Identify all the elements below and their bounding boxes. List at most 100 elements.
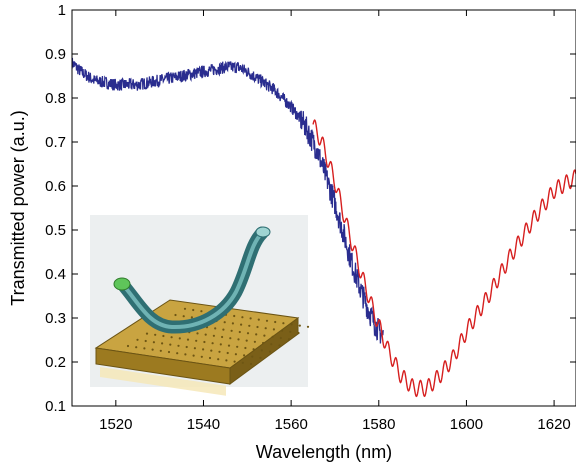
crystal-hole <box>272 328 275 331</box>
crystal-hole <box>251 355 254 358</box>
crystal-hole <box>144 339 147 343</box>
crystal-hole <box>268 350 272 353</box>
crystal-hole <box>161 342 164 345</box>
crystal-hole <box>257 318 260 321</box>
crystal-hole <box>245 339 248 342</box>
y-tick-label: 0.4 <box>45 266 66 283</box>
crystal-hole <box>159 349 162 352</box>
crystal-hole <box>218 350 221 353</box>
series-0-line <box>72 57 384 344</box>
crystal-hole <box>282 322 285 325</box>
crystal-hole <box>264 327 267 330</box>
y-tick-label: 0.1 <box>45 398 66 415</box>
crystal-hole <box>281 329 284 332</box>
x-tick-label: 1540 <box>187 416 220 433</box>
crystal-hole <box>143 347 146 350</box>
crystal-hole <box>219 343 222 346</box>
crystal-hole <box>185 345 188 349</box>
crystal-hole <box>240 323 243 326</box>
crystal-hole <box>186 338 190 341</box>
crystal-hole <box>217 358 220 361</box>
crystal-hole <box>249 362 253 366</box>
crystal-hole <box>246 332 250 335</box>
y-tick-label: 0.8 <box>45 90 66 107</box>
crystal-hole <box>223 321 226 324</box>
crystal-hole <box>229 337 232 340</box>
crystal-hole <box>244 346 247 350</box>
crystal-hole <box>167 350 171 354</box>
y-tick-label: 0.3 <box>45 310 66 327</box>
fiber-end-green <box>113 277 131 291</box>
crystal-hole <box>243 354 246 357</box>
crystal-hole <box>252 348 255 351</box>
crystal-hole <box>145 332 149 335</box>
crystal-hole <box>152 341 155 344</box>
crystal-hole <box>233 360 236 363</box>
x-tick-label: 1620 <box>537 416 570 433</box>
crystal-hole <box>253 340 256 343</box>
crystal-hole <box>262 341 265 345</box>
fiber-highlight <box>122 231 264 330</box>
crystal-hole <box>233 314 236 318</box>
crystal-hole <box>196 332 199 335</box>
crystal-hole <box>241 361 244 364</box>
fiber-end-cyan <box>255 226 271 238</box>
crystal-hole <box>290 323 293 326</box>
crystal-hole <box>259 356 262 359</box>
crystal-hole <box>234 353 237 356</box>
crystal-hole <box>306 325 310 328</box>
y-tick-label: 1 <box>58 2 66 19</box>
crystal-hole <box>212 334 215 337</box>
crystal-hole <box>256 325 259 329</box>
crystal-hole <box>222 328 225 331</box>
crystal-hole <box>208 356 212 360</box>
x-tick-label: 1520 <box>99 416 132 433</box>
chip-cavity-opening <box>100 366 226 396</box>
crystal-hole <box>170 336 173 339</box>
x-tick-label: 1560 <box>274 416 307 433</box>
crystal-hole <box>226 351 229 355</box>
chip-side-face <box>229 317 299 385</box>
crystal-hole <box>136 338 139 341</box>
crystal-hole <box>238 330 241 334</box>
crystal-hole <box>174 313 177 317</box>
y-tick-label: 0.7 <box>45 134 66 151</box>
crystal-hole <box>221 335 224 339</box>
crystal-hole <box>176 352 179 355</box>
crystal-hole <box>204 333 207 336</box>
crystal-hole <box>169 343 172 346</box>
crystal-hole <box>210 349 213 352</box>
crystal-hole <box>126 344 130 348</box>
crystal-hole <box>248 324 251 327</box>
crystal-hole <box>190 316 193 319</box>
crystal-hole <box>236 345 239 348</box>
crystal-hole <box>231 322 234 325</box>
crystal-hole <box>279 336 282 340</box>
crystal-hole <box>287 338 291 341</box>
crystal-hole <box>260 349 263 352</box>
crystal-hole <box>271 335 274 338</box>
crystal-hole <box>202 348 205 351</box>
crystal-hole <box>230 329 233 332</box>
crystal-hole <box>298 324 301 327</box>
crystal-hole <box>154 333 157 336</box>
crystal-hole <box>195 339 198 342</box>
y-tick-label: 0.2 <box>45 354 66 371</box>
crystal-hole <box>151 348 154 351</box>
crystal-hole <box>255 333 258 336</box>
crystal-hole <box>184 353 187 356</box>
crystal-hole <box>297 331 300 335</box>
crystal-hole <box>249 317 252 320</box>
crystal-hole <box>193 347 196 350</box>
crystal-hole <box>270 343 273 346</box>
crystal-hole <box>278 344 281 347</box>
crystal-hole <box>227 344 231 347</box>
x-tick-label: 1580 <box>362 416 395 433</box>
plot-frame <box>71 9 576 407</box>
crystal-hole <box>241 316 244 319</box>
y-axis-label: Transmitted power (a.u.) <box>8 110 28 305</box>
y-tick-label: 0.9 <box>45 46 66 63</box>
crystal-hole <box>162 334 165 338</box>
crystal-hole <box>200 310 203 313</box>
